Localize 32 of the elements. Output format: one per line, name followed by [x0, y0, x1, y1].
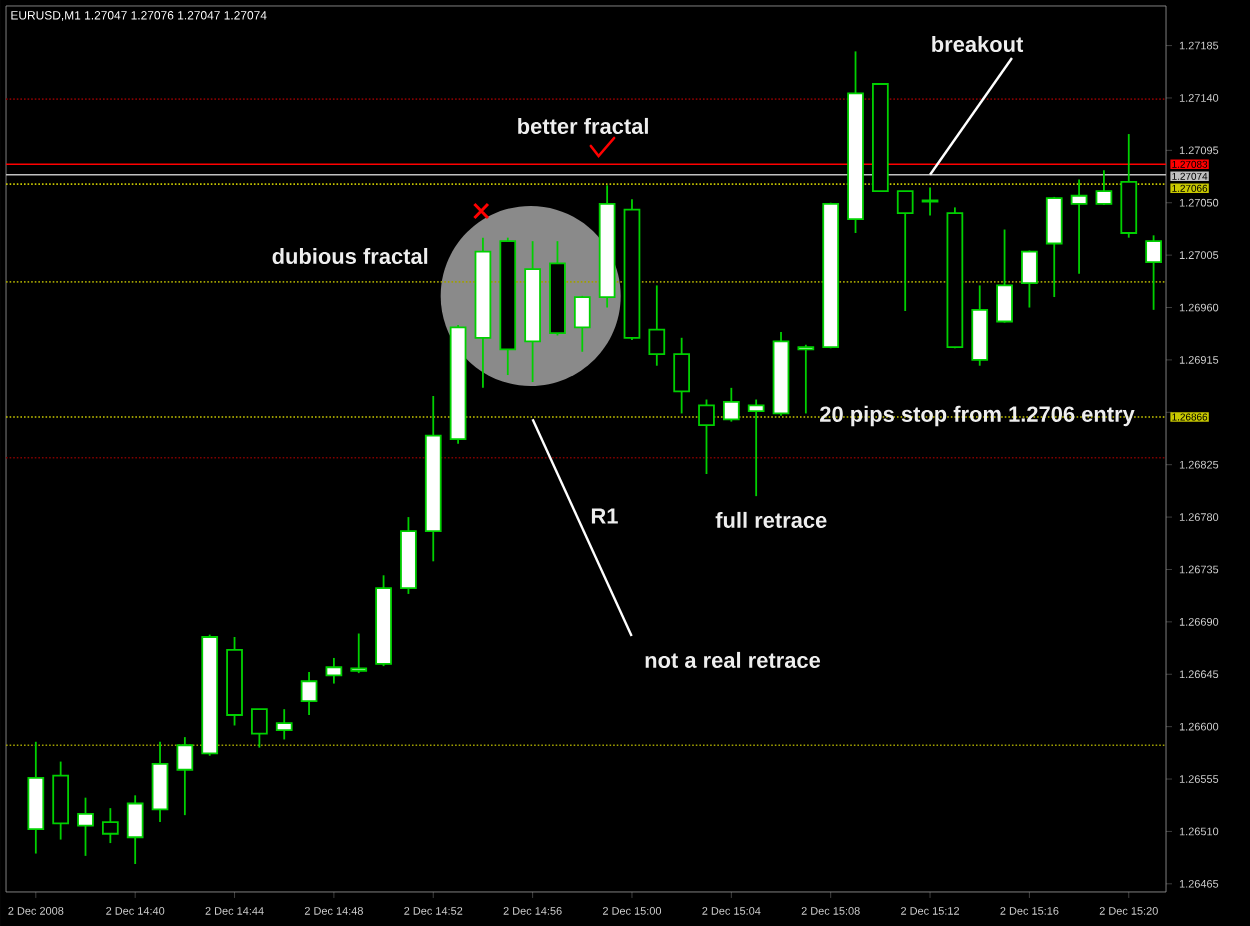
candlestick: [251, 708, 268, 749]
annotation: full retrace: [715, 511, 827, 528]
annotation: R1: [591, 508, 618, 524]
candlestick: [1070, 178, 1088, 275]
candlestick: [300, 671, 318, 716]
candlestick: [747, 398, 765, 498]
candlestick: [673, 336, 690, 415]
candlestick: [573, 294, 591, 353]
candlestick: [797, 343, 815, 415]
candlestick: [151, 740, 169, 824]
candlestick: [275, 708, 293, 741]
candlestick: [1021, 249, 1038, 309]
candlestick: [698, 398, 715, 475]
candlestick: [1095, 169, 1113, 206]
candlestick: [126, 794, 144, 865]
candlestick: [325, 657, 343, 685]
annotation: not a real retrace: [645, 651, 821, 668]
candlestick: [1145, 234, 1162, 311]
annotation: better fractal: [518, 117, 648, 135]
annotation: dubious fractal: [272, 247, 428, 265]
annotation: 20 pips stop from 1.2706 entry: [820, 405, 1135, 427]
candlestick: [896, 190, 914, 312]
candlestick: [77, 796, 94, 857]
candlestick: [350, 632, 368, 674]
candlestick: [101, 807, 119, 844]
candlestick: [722, 386, 740, 423]
candlestick: [52, 760, 70, 841]
annotation: breakout: [932, 35, 1024, 53]
candlestick: [1045, 196, 1063, 298]
candlestick: [176, 736, 194, 817]
candlestick: [648, 284, 666, 367]
candlestick: [996, 228, 1013, 324]
